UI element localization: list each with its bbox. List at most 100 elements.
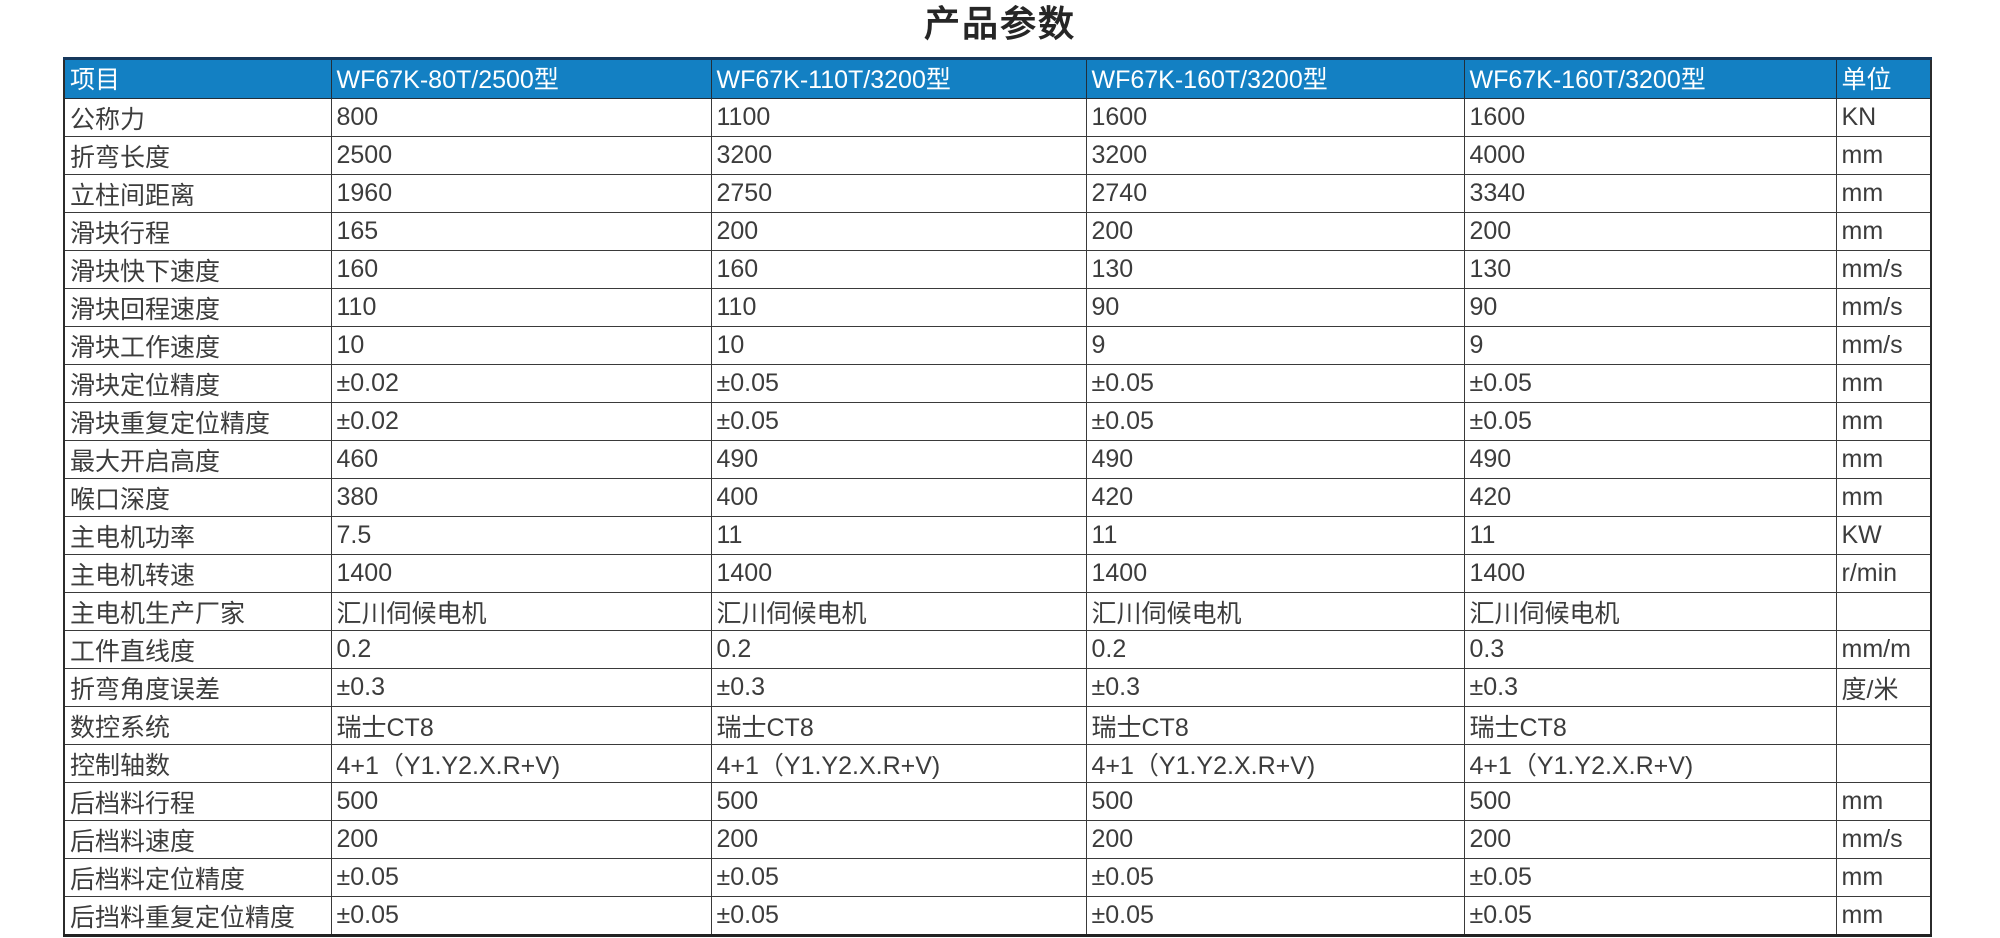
value-cell: 4+1（Y1.Y2.X.R+V) <box>1463 744 1837 783</box>
value-cell: ±0.05 <box>1463 858 1837 897</box>
value-cell: 0.3 <box>1463 630 1837 669</box>
header-model-2: WF67K-110T/3200型 <box>710 57 1087 99</box>
row-label: 后挡料重复定位精度 <box>63 896 332 936</box>
unit-cell: mm <box>1835 858 1932 897</box>
table-row: 滑块工作速度 10 10 9 9 mm/s <box>63 326 1932 365</box>
value-cell: ±0.05 <box>1085 402 1465 441</box>
table-row: 控制轴数 4+1（Y1.Y2.X.R+V) 4+1（Y1.Y2.X.R+V) 4+1（… <box>63 744 1932 783</box>
value-cell: 90 <box>1085 288 1465 327</box>
value-cell: 0.2 <box>330 630 712 669</box>
table-row: 公称力 800 1100 1600 1600 KN <box>63 98 1932 137</box>
unit-cell: mm <box>1835 478 1932 517</box>
value-cell: 500 <box>330 782 712 821</box>
value-cell: 165 <box>330 212 712 251</box>
value-cell: 汇川伺候电机 <box>710 592 1087 631</box>
value-cell: 490 <box>710 440 1087 479</box>
value-cell: 200 <box>710 212 1087 251</box>
value-cell: 130 <box>1085 250 1465 289</box>
row-label: 滑块重复定位精度 <box>63 402 332 441</box>
unit-cell: mm/m <box>1835 630 1932 669</box>
table-row: 主电机生产厂家 汇川伺候电机 汇川伺候电机 汇川伺候电机 汇川伺候电机 <box>63 592 1932 631</box>
value-cell: 瑞士CT8 <box>1463 706 1837 745</box>
value-cell: ±0.05 <box>330 858 712 897</box>
unit-cell <box>1835 744 1932 783</box>
unit-cell: mm/s <box>1835 820 1932 859</box>
value-cell: ±0.05 <box>330 896 712 936</box>
value-cell: ±0.05 <box>710 402 1087 441</box>
table-row: 折弯长度 2500 3200 3200 4000 mm <box>63 136 1932 175</box>
table-row: 主电机功率 7.5 11 11 11 KW <box>63 516 1932 555</box>
value-cell: 490 <box>1085 440 1465 479</box>
unit-cell: KW <box>1835 516 1932 555</box>
value-cell: 1960 <box>330 174 712 213</box>
row-label: 公称力 <box>63 98 332 137</box>
value-cell: 1600 <box>1463 98 1837 137</box>
value-cell: 汇川伺候电机 <box>1085 592 1465 631</box>
value-cell: 4+1（Y1.Y2.X.R+V) <box>1085 744 1465 783</box>
row-label: 喉口深度 <box>63 478 332 517</box>
row-label: 滑块定位精度 <box>63 364 332 403</box>
row-label: 立柱间距离 <box>63 174 332 213</box>
value-cell: 1600 <box>1085 98 1465 137</box>
value-cell: 500 <box>1463 782 1837 821</box>
table-row: 喉口深度 380 400 420 420 mm <box>63 478 1932 517</box>
unit-cell: mm/s <box>1835 288 1932 327</box>
table-row: 滑块定位精度 ±0.02 ±0.05 ±0.05 ±0.05 mm <box>63 364 1932 403</box>
value-cell: 3200 <box>710 136 1087 175</box>
table-row: 滑块回程速度 110 110 90 90 mm/s <box>63 288 1932 327</box>
header-unit-column: 单位 <box>1835 57 1932 99</box>
row-label: 滑块快下速度 <box>63 250 332 289</box>
row-label: 滑块行程 <box>63 212 332 251</box>
value-cell: 800 <box>330 98 712 137</box>
unit-cell <box>1835 592 1932 631</box>
value-cell: 1400 <box>1463 554 1837 593</box>
value-cell: 460 <box>330 440 712 479</box>
unit-cell: KN <box>1835 98 1932 137</box>
table-row: 数控系统 瑞士CT8 瑞士CT8 瑞士CT8 瑞士CT8 <box>63 706 1932 745</box>
value-cell: 汇川伺候电机 <box>330 592 712 631</box>
unit-cell: mm <box>1835 174 1932 213</box>
value-cell: 200 <box>710 820 1087 859</box>
table-row: 滑块行程 165 200 200 200 mm <box>63 212 1932 251</box>
row-label: 折弯角度误差 <box>63 668 332 707</box>
value-cell: 1400 <box>710 554 1087 593</box>
value-cell: 11 <box>1085 516 1465 555</box>
value-cell: 瑞士CT8 <box>1085 706 1465 745</box>
value-cell: 4000 <box>1463 136 1837 175</box>
value-cell: 7.5 <box>330 516 712 555</box>
value-cell: 0.2 <box>1085 630 1465 669</box>
table-row: 后档料速度 200 200 200 200 mm/s <box>63 820 1932 859</box>
value-cell: 9 <box>1463 326 1837 365</box>
value-cell: 9 <box>1085 326 1465 365</box>
row-label: 主电机转速 <box>63 554 332 593</box>
value-cell: 420 <box>1463 478 1837 517</box>
unit-cell: mm/s <box>1835 326 1932 365</box>
value-cell: 380 <box>330 478 712 517</box>
value-cell: ±0.02 <box>330 364 712 403</box>
value-cell: 1100 <box>710 98 1087 137</box>
value-cell: 4+1（Y1.Y2.X.R+V) <box>330 744 712 783</box>
value-cell: 11 <box>1463 516 1837 555</box>
unit-cell: mm <box>1835 440 1932 479</box>
value-cell: ±0.05 <box>710 364 1087 403</box>
value-cell: 90 <box>1463 288 1837 327</box>
header-model-3: WF67K-160T/3200型 <box>1085 57 1465 99</box>
table-row: 立柱间距离 1960 2750 2740 3340 mm <box>63 174 1932 213</box>
spec-table: 项目 WF67K-80T/2500型 WF67K-110T/3200型 WF67… <box>63 57 1932 937</box>
value-cell: 3340 <box>1463 174 1837 213</box>
value-cell: 160 <box>330 250 712 289</box>
header-model-1: WF67K-80T/2500型 <box>330 57 712 99</box>
unit-cell: mm <box>1835 402 1932 441</box>
row-label: 数控系统 <box>63 706 332 745</box>
value-cell: 200 <box>330 820 712 859</box>
value-cell: 160 <box>710 250 1087 289</box>
value-cell: 2740 <box>1085 174 1465 213</box>
value-cell: ±0.05 <box>710 858 1087 897</box>
value-cell: 10 <box>710 326 1087 365</box>
value-cell: ±0.05 <box>1463 896 1837 936</box>
value-cell: ±0.05 <box>1085 896 1465 936</box>
row-label: 折弯长度 <box>63 136 332 175</box>
value-cell: 2500 <box>330 136 712 175</box>
value-cell: 130 <box>1463 250 1837 289</box>
page-title: 产品参数 <box>923 3 1076 44</box>
